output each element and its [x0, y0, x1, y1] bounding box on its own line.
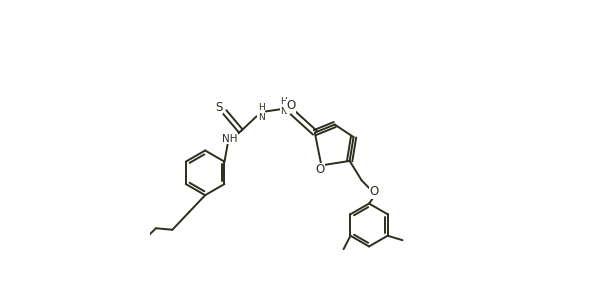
- Text: O: O: [286, 99, 295, 112]
- Text: H
N: H N: [280, 97, 287, 116]
- Text: NH: NH: [222, 134, 237, 144]
- Text: H
N: H N: [258, 103, 264, 122]
- Text: O: O: [315, 163, 325, 176]
- Text: S: S: [215, 101, 223, 114]
- Text: O: O: [370, 185, 379, 198]
